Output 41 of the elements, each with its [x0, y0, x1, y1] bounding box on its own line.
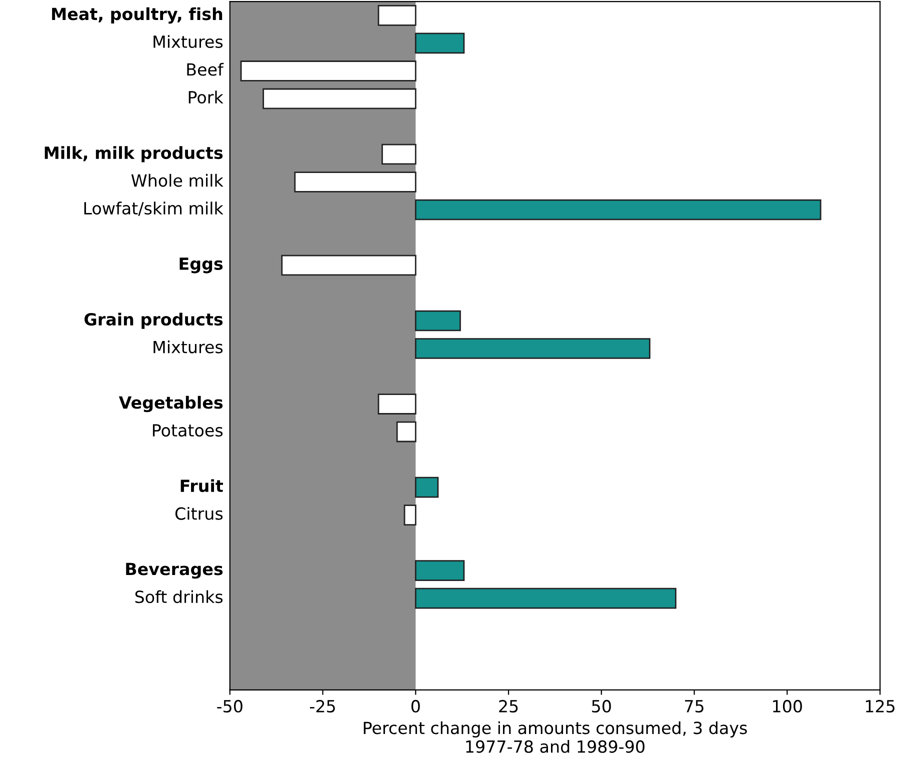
x-axis-title: Percent change in amounts consumed, 3 days 1977-78 and 1989-90: [364, 721, 747, 753]
bar: [378, 5, 416, 26]
bar: [382, 144, 416, 165]
y-tick-label: Pork: [188, 90, 224, 104]
bar: [414, 588, 676, 609]
bar: [378, 394, 416, 414]
y-tick-label: Milk, milk products: [44, 146, 223, 162]
x-tick-label: 0: [411, 700, 420, 713]
bar: [240, 60, 416, 82]
x-tick-label: 25: [499, 700, 518, 713]
y-tick-label: Potatoes: [152, 424, 223, 437]
bar: [414, 338, 650, 359]
y-tick-label: Mixtures: [154, 35, 223, 48]
y-tick-label: Fruit: [180, 479, 224, 492]
y-tick-label: Soft drinks: [135, 590, 223, 604]
bar: [396, 421, 416, 442]
bar: [414, 199, 822, 220]
y-tick-label: Eggs: [180, 258, 223, 274]
bar: [262, 88, 416, 110]
y-tick-label: Whole milk: [131, 174, 224, 187]
bar: [294, 172, 416, 192]
x-tick-label: 125: [866, 700, 894, 713]
bar: [414, 560, 465, 581]
y-tick-label: Vegetables: [118, 396, 223, 412]
y-tick-label: Lowfat/skim milk: [84, 202, 224, 216]
y-tick-label: Beef: [187, 62, 224, 76]
bar: [414, 32, 465, 54]
x-tick-label: -50: [217, 700, 242, 713]
y-tick-label: Grain products: [84, 312, 223, 329]
x-tick-label: 75: [685, 700, 704, 713]
x-tick-label: -25: [310, 700, 335, 713]
y-tick-label: Meat, poultry, fish: [52, 7, 222, 24]
y-tick-label: Beverages: [126, 562, 223, 579]
x-tick-label: 50: [592, 700, 611, 713]
bar: [281, 254, 416, 276]
y-tick-label: Mixtures: [154, 340, 223, 354]
bar: [404, 504, 416, 526]
x-tick-label: 100: [773, 700, 802, 713]
y-tick-label: Citrus: [175, 506, 223, 520]
bar: [414, 476, 439, 498]
bar: [414, 310, 461, 332]
